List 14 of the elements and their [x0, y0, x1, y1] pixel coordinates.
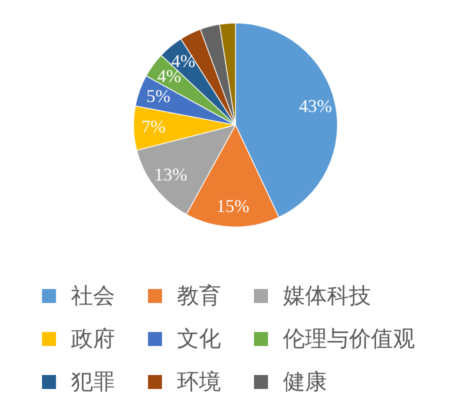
legend-label: 社会 [71, 284, 115, 309]
legend-label: 媒体科技 [283, 284, 371, 309]
legend-label: 环境 [177, 370, 221, 395]
legend-label: 犯罪 [71, 370, 115, 395]
legend-label: 政府 [71, 327, 115, 352]
data-label: 5% [146, 86, 170, 106]
data-label: 43% [299, 96, 332, 116]
legend-label: 伦理与价值观 [283, 327, 415, 352]
data-label: 7% [142, 116, 166, 137]
legend-label: 文化 [177, 327, 221, 352]
data-label: 13% [154, 164, 188, 184]
data-label: 15% [216, 196, 250, 216]
legend-label: 教育 [177, 283, 221, 309]
legend-label: 健康 [283, 370, 327, 395]
